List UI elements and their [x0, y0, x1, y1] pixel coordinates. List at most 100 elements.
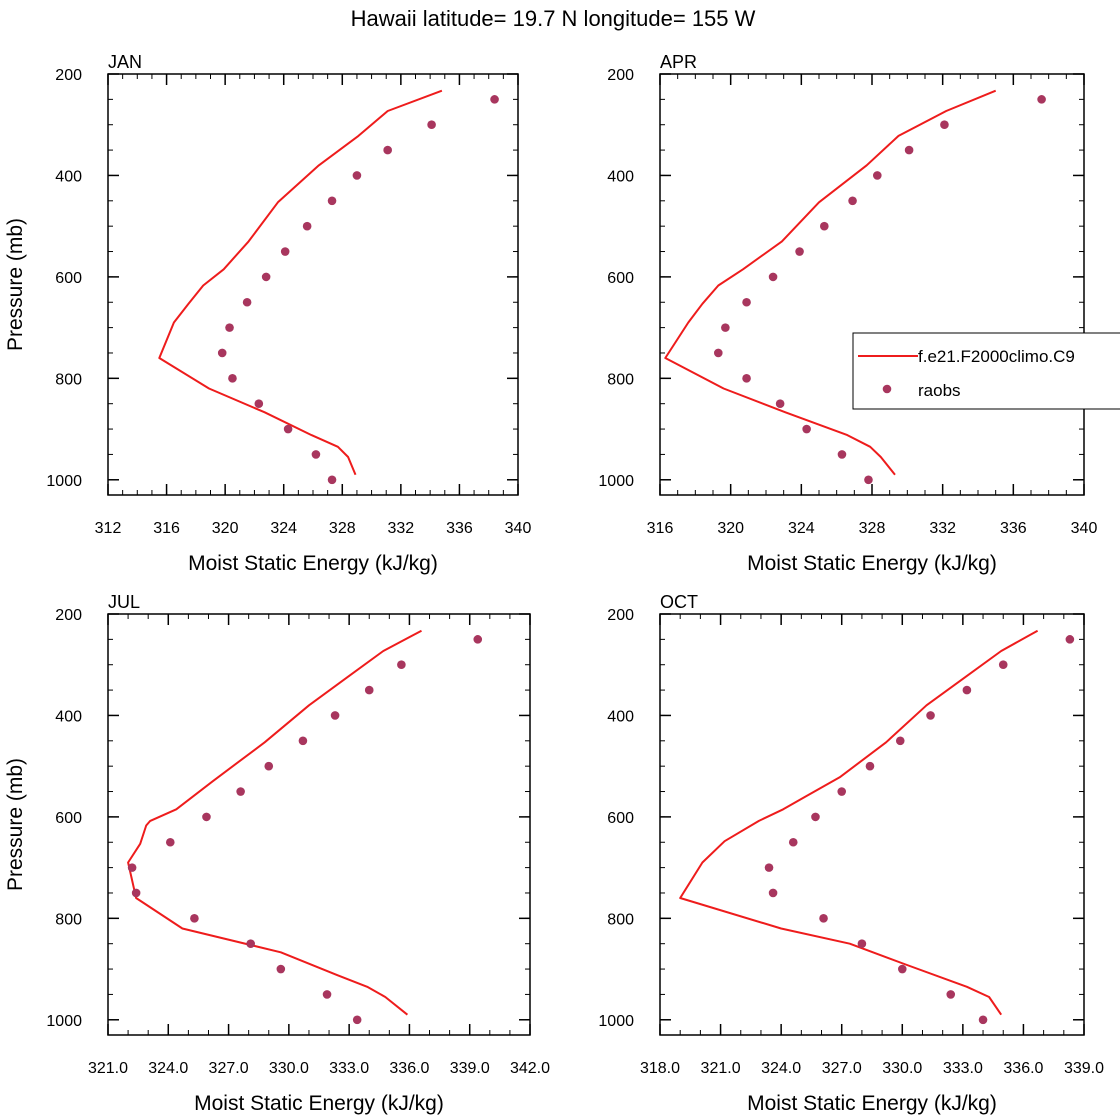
raobs-point — [473, 635, 483, 644]
model-profile-line — [679, 629, 1039, 1016]
x-tick-label: 336 — [1000, 520, 1027, 537]
raobs-point — [127, 863, 137, 872]
y-tick-label: 1000 — [598, 1013, 634, 1030]
y-tick-label: 400 — [607, 708, 634, 725]
raobs-point — [202, 812, 211, 822]
x-tick-label: 339.0 — [450, 1060, 490, 1077]
raobs-point — [1065, 635, 1075, 644]
x-tick-label: 340 — [505, 520, 532, 537]
raobs-point — [283, 424, 293, 434]
raobs-point — [254, 399, 264, 408]
raobs-point — [775, 399, 785, 408]
raobs-point — [327, 196, 337, 206]
raobs-point — [946, 990, 956, 999]
raobs-point — [397, 660, 406, 670]
x-tick-label: 320 — [717, 520, 744, 537]
x-tick-label: 318.0 — [640, 1060, 680, 1077]
raobs-point — [873, 171, 882, 180]
y-tick-label: 600 — [55, 270, 82, 287]
raobs-point — [383, 145, 392, 155]
panel-label: APR — [660, 52, 697, 72]
raobs-point — [311, 450, 321, 459]
raobs-point — [788, 837, 798, 847]
y-tick-label: 200 — [607, 67, 634, 84]
raobs-point — [228, 374, 237, 383]
raobs-point — [302, 221, 312, 231]
y-tick-label: 600 — [55, 810, 82, 827]
raobs-point — [978, 1015, 988, 1025]
raobs-point — [1037, 95, 1046, 104]
raobs-point — [837, 787, 847, 796]
x-axis-label: Moist Static Energy (kJ/kg) — [747, 1092, 997, 1115]
raobs-point — [857, 939, 867, 948]
legend: f.e21.F2000climo.C9 raobs — [852, 332, 1120, 410]
raobs-point — [364, 685, 374, 695]
raobs-point — [926, 711, 935, 720]
y-tick-label: 400 — [55, 708, 82, 725]
raobs-point — [190, 914, 199, 923]
legend-box — [852, 332, 1120, 410]
panel-label: OCT — [660, 592, 698, 612]
raobs-point — [802, 424, 811, 434]
raobs-point — [225, 323, 234, 332]
model-profile-line — [127, 629, 422, 1016]
plot-frame — [659, 73, 1085, 496]
raobs-point — [962, 685, 972, 695]
x-tick-label: 333.0 — [943, 1060, 983, 1077]
x-tick-label: 332 — [929, 520, 956, 537]
raobs-point — [242, 297, 252, 307]
x-tick-label: 336 — [446, 520, 473, 537]
y-tick-label: 600 — [607, 270, 634, 287]
raobs-point — [714, 348, 723, 358]
x-tick-label: 320 — [212, 520, 239, 537]
raobs-point — [490, 95, 499, 104]
x-tick-label: 327.0 — [822, 1060, 862, 1077]
raobs-point — [742, 297, 751, 307]
panel-label: JAN — [108, 52, 142, 72]
x-tick-label: 312 — [95, 520, 122, 537]
x-axis-label: Moist Static Energy (kJ/kg) — [188, 552, 438, 575]
x-tick-label: 332 — [388, 520, 415, 537]
y-tick-label: 200 — [607, 607, 634, 624]
raobs-point — [327, 475, 337, 485]
raobs-point — [236, 787, 245, 796]
x-tick-label: 336.0 — [1003, 1060, 1043, 1077]
raobs-point — [865, 761, 875, 771]
raobs-point — [280, 247, 290, 256]
y-tick-label: 1000 — [46, 473, 82, 490]
raobs-point — [261, 272, 271, 282]
raobs-point — [819, 914, 828, 923]
x-tick-label: 330.0 — [882, 1060, 922, 1077]
raobs-point — [131, 888, 141, 898]
raobs-point — [897, 964, 907, 974]
panels: 312 316 320 324 328 332 336 340 200 400 600 800 1000… — [4, 52, 1104, 1115]
y-tick-label: 200 — [55, 607, 82, 624]
x-tick-label: 336.0 — [389, 1060, 429, 1077]
plot-frame — [659, 613, 1085, 1036]
raobs-point — [820, 221, 829, 231]
x-tick-label: 324 — [270, 520, 297, 537]
x-tick-label: 333.0 — [329, 1060, 369, 1077]
raobs-point — [298, 736, 308, 746]
x-tick-label: 321.0 — [88, 1060, 128, 1077]
raobs-point — [768, 272, 778, 282]
legend-entry-model: f.e21.F2000climo.C9 — [918, 347, 1075, 366]
x-tick-label: 316 — [647, 520, 674, 537]
y-tick-label: 800 — [55, 371, 82, 388]
raobs-point — [998, 660, 1008, 670]
y-tick-label: 800 — [607, 371, 634, 388]
raobs-point — [764, 863, 774, 872]
y-tick-label: 400 — [55, 168, 82, 185]
raobs-point — [837, 450, 847, 459]
plot-frame — [107, 73, 519, 496]
panel-label: JUL — [108, 592, 140, 612]
y-tick-label: 1000 — [598, 473, 634, 490]
x-tick-label: 324 — [788, 520, 815, 537]
x-tick-label: 324.0 — [148, 1060, 188, 1077]
raobs-point — [264, 761, 274, 771]
x-tick-label: 339.0 — [1064, 1060, 1104, 1077]
raobs-point — [165, 837, 175, 847]
x-tick-label: 321.0 — [701, 1060, 741, 1077]
x-tick-label: 330.0 — [269, 1060, 309, 1077]
figure-title: Hawaii latitude= 19.7 N longitude= 155 W — [351, 6, 756, 31]
